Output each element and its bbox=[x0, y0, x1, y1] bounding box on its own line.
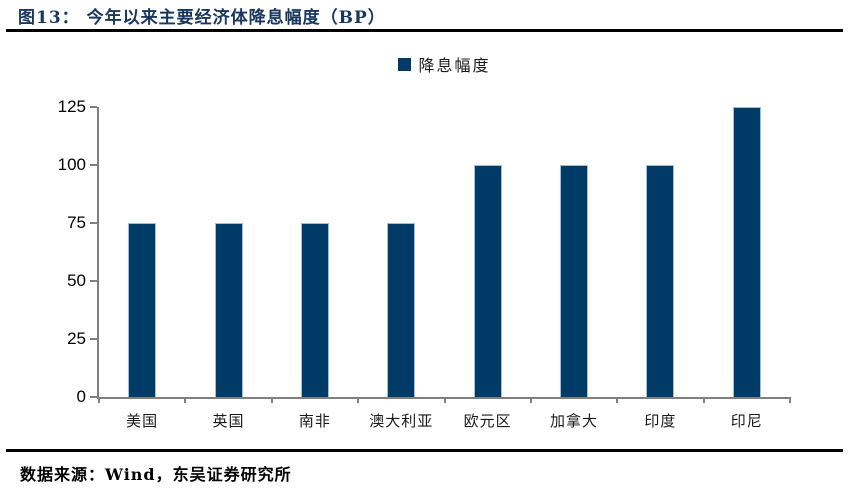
bar-南非 bbox=[300, 223, 329, 397]
x-axis-tick bbox=[357, 397, 360, 403]
x-axis-label-印度: 印度 bbox=[644, 412, 677, 430]
x-axis-label-澳大利亚: 澳大利亚 bbox=[369, 412, 434, 430]
bar-英国 bbox=[214, 223, 243, 397]
x-axis-label-英国: 英国 bbox=[212, 412, 245, 430]
y-axis-label: 50 bbox=[67, 271, 86, 290]
y-axis-tick bbox=[90, 222, 97, 224]
footer-divider-line bbox=[6, 449, 843, 452]
y-axis-tick bbox=[90, 164, 97, 166]
y-axis-label: 75 bbox=[67, 213, 86, 232]
x-axis-tick bbox=[529, 397, 532, 403]
legend-square-icon bbox=[398, 57, 412, 71]
y-axis-tick bbox=[90, 396, 97, 398]
bar-印度 bbox=[646, 165, 675, 397]
x-axis-label-加拿大: 加拿大 bbox=[550, 412, 599, 430]
legend-label: 降息幅度 bbox=[418, 56, 491, 75]
bar-加拿大 bbox=[560, 165, 589, 397]
x-axis-label-美国: 美国 bbox=[126, 412, 159, 430]
bar-欧元区 bbox=[473, 165, 502, 397]
x-axis-tick bbox=[616, 397, 619, 403]
y-axis-label: 0 bbox=[76, 387, 86, 406]
y-axis-tick bbox=[90, 106, 97, 108]
y-axis-tick bbox=[90, 338, 97, 340]
chart-legend: 降息幅度 bbox=[99, 54, 790, 75]
x-axis-tick bbox=[789, 397, 791, 403]
x-axis-tick bbox=[98, 397, 100, 403]
bar-澳大利亚 bbox=[387, 223, 416, 397]
x-axis-label-南非: 南非 bbox=[298, 412, 331, 430]
data-source-note: 数据来源：Wind，东吴证券研究所 bbox=[20, 465, 292, 484]
y-axis-label: 100 bbox=[57, 155, 86, 174]
x-axis-label-印尼: 印尼 bbox=[730, 412, 763, 430]
bar-美国 bbox=[128, 223, 157, 397]
x-axis-tick bbox=[702, 397, 705, 403]
x-axis-tick bbox=[184, 397, 187, 403]
figure-title: 图13： 今年以来主要经济体降息幅度（BP） bbox=[18, 8, 386, 28]
y-axis-label: 125 bbox=[57, 97, 86, 116]
x-axis-tick bbox=[443, 397, 446, 403]
bar-印尼 bbox=[732, 107, 761, 397]
y-axis-tick bbox=[90, 280, 97, 282]
y-axis-label: 25 bbox=[67, 329, 86, 348]
x-axis-label-欧元区: 欧元区 bbox=[463, 412, 512, 430]
plot-area: 0 25 50 75 100 125 美国 英国 南非 澳大利亚 欧元区 加拿大 印度 印尼 bbox=[58, 97, 791, 430]
title-divider-line bbox=[6, 29, 843, 32]
x-axis-tick bbox=[270, 397, 273, 403]
